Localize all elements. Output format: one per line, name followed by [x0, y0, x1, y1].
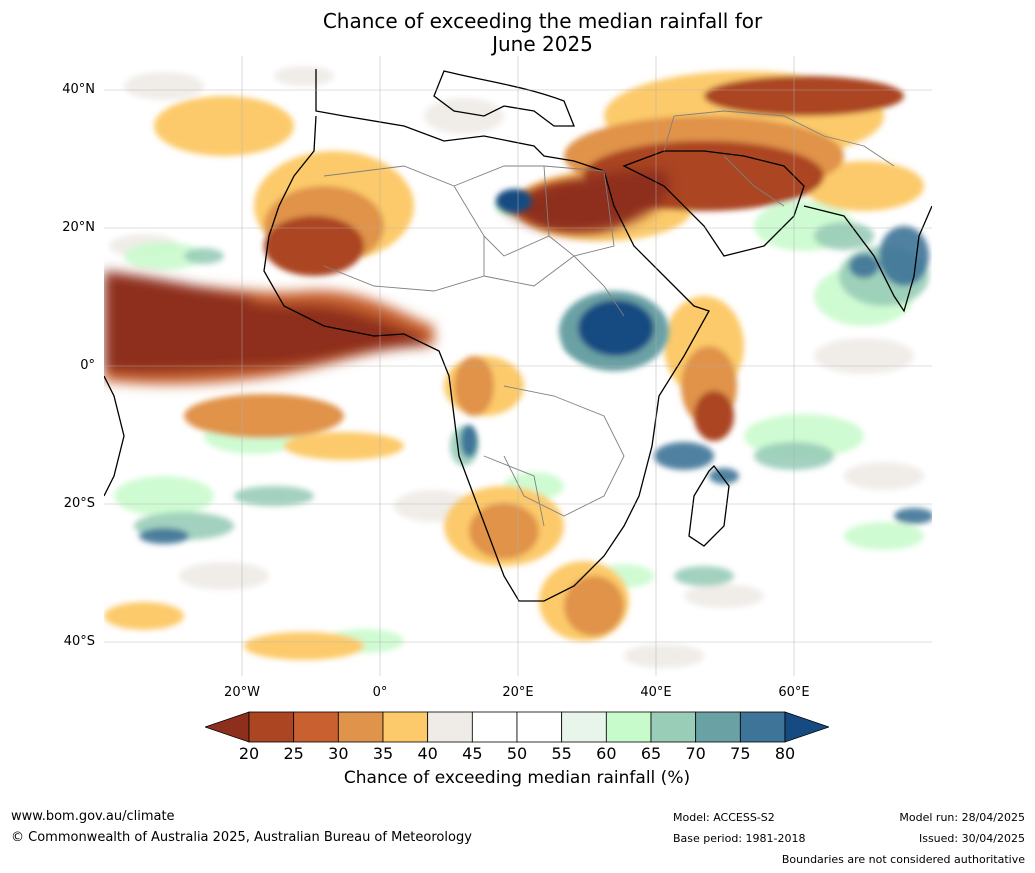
map-canvas: [103, 56, 934, 676]
lat-label-40s: 40°S: [63, 634, 95, 649]
colorbar-segment: [650, 711, 697, 743]
colorbar-tick-label: 55: [551, 744, 572, 763]
map-title: Chance of exceeding the median rainfall …: [0, 10, 1035, 56]
colorbar-label: Chance of exceeding median rainfall (%): [343, 768, 691, 788]
lat-label-20s: 20°S: [63, 496, 95, 511]
colorbar-tick-label: 30: [328, 744, 349, 763]
country-borders: [323, 110, 895, 527]
colorbar: [203, 711, 831, 743]
colorbar-tick-label: 60: [596, 744, 617, 763]
colorbar-tick-label: 20: [238, 744, 260, 763]
colorbar-segment: [337, 711, 384, 743]
colorbar-tick-label: 70: [685, 744, 706, 763]
colorbar-tick-label: 35: [372, 744, 394, 763]
colorbar-segment: [695, 711, 741, 743]
lat-label-40n: 40°N: [62, 82, 95, 97]
colorbar-tick-label: 80: [774, 744, 796, 763]
equatorial-dry-band: [104, 170, 670, 385]
colorbar-tick-label: 50: [506, 744, 528, 763]
colorbar-tick-label: 75: [730, 744, 751, 763]
lon-label-40e: 40°E: [640, 685, 672, 700]
east-africa-wet-patch: [461, 189, 669, 457]
lon-label-20w: 20°W: [224, 685, 260, 700]
colorbar-segment: [293, 711, 339, 743]
model-name: Model: ACCESS-S2: [673, 811, 775, 824]
base-period: Base period: 1981-2018: [673, 832, 806, 845]
lat-label-0: 0°: [80, 358, 95, 373]
lat-label-20n: 20°N: [62, 220, 95, 235]
colorbar-segment: [739, 711, 786, 743]
colorbar-segment: [516, 711, 563, 743]
boundaries-disclaimer: Boundaries are not considered authoritat…: [781, 853, 1025, 866]
copyright-text: © Commonwealth of Australia 2025, Austra…: [11, 830, 472, 845]
colorbar-segment: [427, 711, 473, 743]
title-line-2: June 2025: [492, 32, 593, 56]
title-line-1: Chance of exceeding the median rainfall …: [322, 9, 763, 33]
colorbar-tick-label: 40: [417, 744, 438, 763]
colorbar-segment: [605, 711, 652, 743]
lon-label-60e: 60°E: [778, 685, 810, 700]
colorbar-svg: [203, 711, 831, 743]
colorbar-tick-label: 25: [283, 744, 304, 763]
website-link[interactable]: www.bom.gov.au/climate: [11, 809, 175, 824]
colorbar-tick-label: 45: [462, 744, 483, 763]
colorbar-segment: [382, 711, 429, 743]
colorbar-segment: [561, 711, 607, 743]
lon-label-0: 0°: [372, 685, 388, 700]
graticule: [104, 56, 932, 676]
issued-date: Issued: 30/04/2025: [918, 832, 1025, 845]
colorbar-segment: [248, 711, 295, 743]
colorbar-segment: [471, 711, 518, 743]
colorbar-tick-label: 65: [640, 744, 662, 763]
model-run: Model run: 28/04/2025: [899, 811, 1025, 824]
coastlines: [103, 69, 933, 602]
colorbar-extend-low: [203, 711, 250, 743]
forecast-map: [103, 56, 934, 676]
lon-label-20e: 20°E: [502, 685, 534, 700]
colorbar-extend-high: [784, 711, 831, 743]
